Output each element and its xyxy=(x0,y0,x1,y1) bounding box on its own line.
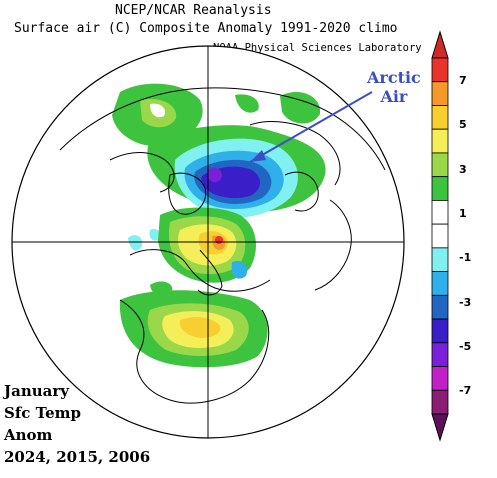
note-line3: Anom xyxy=(4,426,53,444)
colorbar-segment xyxy=(431,199,449,225)
cold-region-extreme xyxy=(208,168,222,183)
colorbar-segment xyxy=(431,366,449,391)
coastline-hudson-bay xyxy=(197,249,223,296)
coastline-alaska xyxy=(314,199,352,291)
colorbar-top-arrow xyxy=(431,30,449,59)
note-line1: January xyxy=(4,382,69,400)
colorbar-tick-label: -5 xyxy=(459,339,472,353)
neutral-spot-europe xyxy=(150,103,166,118)
map-disc-border xyxy=(11,45,405,439)
chart-subtitle: Surface air (C) Composite Anomaly 1991-2… xyxy=(14,21,398,36)
arctic-air-arrowhead xyxy=(250,150,266,162)
cool-spot-west xyxy=(128,235,143,251)
arctic-air-label: Arctic Air xyxy=(367,68,421,106)
note-line2: Sfc Temp xyxy=(4,404,81,422)
note-line4: 2024, 2015, 2006 xyxy=(4,448,151,466)
colorbar-tick-label: -1 xyxy=(459,251,472,265)
warm-region-usa-core xyxy=(179,317,221,338)
arctic-air-arrow xyxy=(249,91,373,163)
colorbar xyxy=(431,30,449,442)
coastline-canada xyxy=(129,249,271,292)
colorbar-segment xyxy=(431,271,449,296)
arctic-air-label-line1: Arctic xyxy=(367,68,421,87)
warm-region-siberia xyxy=(280,92,321,124)
chart-title: NCEP/NCAR Reanalysis xyxy=(115,3,272,18)
colorbar-segment xyxy=(431,318,449,344)
coastline-siberia xyxy=(249,121,341,186)
warm-region-asia xyxy=(235,94,259,113)
coastline-north-america xyxy=(119,299,270,404)
colorbar-tick-label: 5 xyxy=(459,118,467,132)
composite-note: January Sfc Temp Anom 2024, 2015, 2006 xyxy=(4,380,150,468)
warm-region-canada-max xyxy=(215,236,223,244)
colorbar-bottom-arrow xyxy=(431,413,449,442)
colorbar-segment xyxy=(431,342,449,367)
colorbar-segment xyxy=(431,128,449,154)
cool-spot-hudson xyxy=(231,260,248,279)
credit-label: NOAA Physical Sciences Laboratory xyxy=(213,42,422,54)
coastline-far-east xyxy=(284,171,319,212)
colorbar-tick-label: 7 xyxy=(459,74,467,88)
anomaly-field xyxy=(112,83,326,368)
coastlines xyxy=(59,87,386,404)
cool-spot-west-2 xyxy=(149,228,160,241)
arctic-air-label-line2: Air xyxy=(380,87,408,106)
colorbar-segment xyxy=(431,57,449,83)
colorbar-tick-label: 1 xyxy=(459,207,467,221)
colorbar-segment xyxy=(431,294,449,320)
colorbar-tick-label: -7 xyxy=(459,384,472,398)
colorbar-segment xyxy=(431,389,449,415)
colorbar-tick-label: -3 xyxy=(459,295,472,309)
colorbar-segment xyxy=(431,105,449,130)
colorbar-tick-label: 3 xyxy=(459,162,467,176)
coastline-scandinavia xyxy=(109,152,175,193)
coastline-eurasia xyxy=(59,87,386,171)
colorbar-segment xyxy=(431,247,449,273)
colorbar-segment xyxy=(431,152,449,178)
warm-spot-plains xyxy=(150,281,173,297)
colorbar-segment xyxy=(431,81,449,106)
colorbar-segment xyxy=(431,176,449,201)
colorbar-segment xyxy=(431,223,449,249)
coastline-greenland xyxy=(168,172,207,215)
